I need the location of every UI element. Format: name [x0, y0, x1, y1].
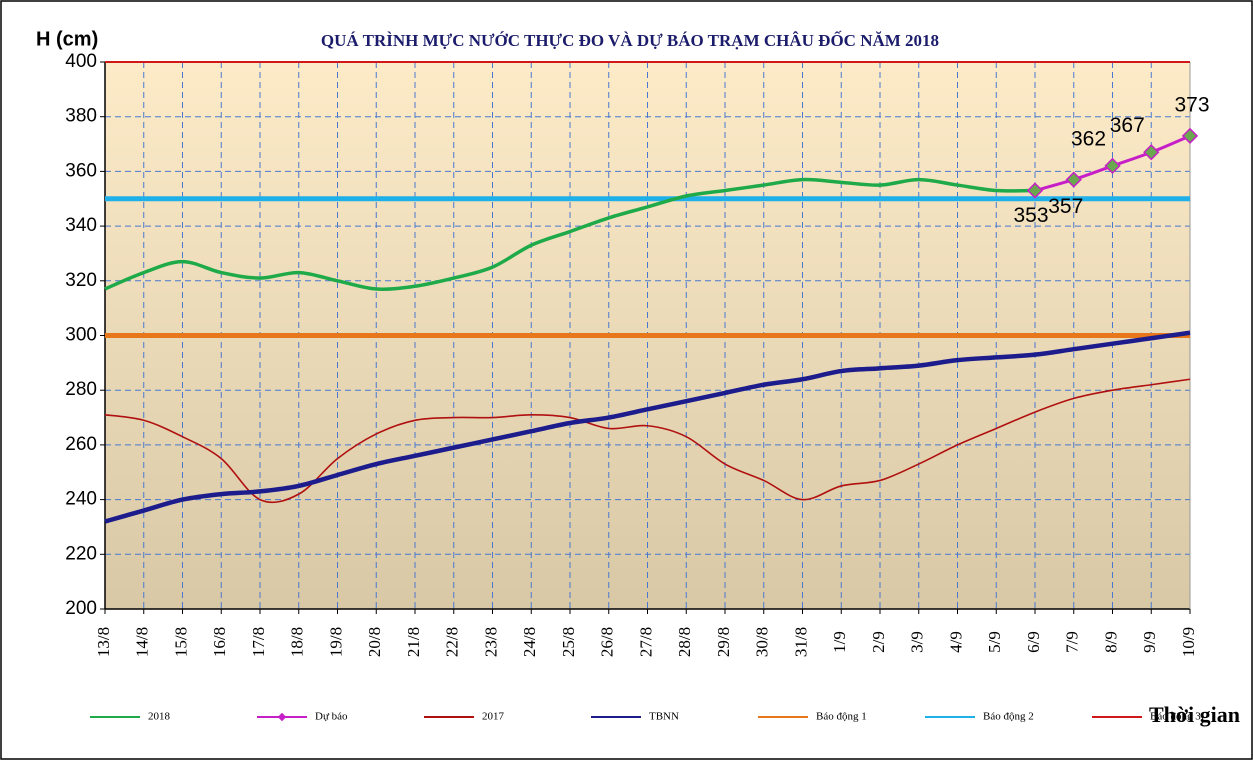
y-tick-label: 400 — [65, 51, 97, 72]
legend-label: Báo động 3 — [1150, 711, 1201, 723]
y-tick-label: 220 — [65, 543, 97, 564]
y-tick-label: 260 — [65, 434, 97, 455]
x-tick-label: 7/9 — [1063, 631, 1082, 653]
x-tick-label: 10/9 — [1179, 627, 1198, 657]
x-tick-label: 8/9 — [1101, 631, 1120, 653]
marker — [1143, 144, 1160, 161]
series-line — [104, 177, 1036, 291]
x-tick-label: 13/8 — [94, 627, 113, 657]
x-tick-label: 17/8 — [249, 627, 268, 657]
x-tick-label: 1/9 — [830, 631, 849, 653]
y-tick-label: 380 — [65, 106, 97, 127]
legend-label: Báo động 1 — [816, 711, 867, 723]
y-tick-label: 320 — [65, 270, 97, 291]
x-tick-label: 29/8 — [714, 627, 733, 657]
x-tick-label: 19/8 — [326, 627, 345, 657]
data-label: 357 — [1048, 195, 1083, 218]
x-tick-label: 20/8 — [365, 627, 384, 657]
x-tick-label: 6/9 — [1024, 631, 1043, 653]
legend-label: 2018 — [148, 711, 171, 723]
x-tick-label: 23/8 — [481, 627, 500, 657]
legend-marker — [277, 712, 287, 722]
marker — [1065, 171, 1082, 188]
data-label: 362 — [1071, 127, 1106, 150]
x-tick-label: 30/8 — [753, 627, 772, 657]
series-line — [104, 330, 1191, 524]
data-label: 367 — [1110, 114, 1145, 137]
x-tick-label: 22/8 — [443, 627, 462, 657]
x-tick-label: 5/9 — [985, 631, 1004, 653]
x-tick-label: 26/8 — [598, 627, 617, 657]
y-tick-label: 200 — [65, 598, 97, 619]
y-tick-label: 340 — [65, 215, 97, 236]
x-tick-label: 16/8 — [210, 627, 229, 657]
marker — [1181, 127, 1199, 144]
x-tick-label: 25/8 — [559, 627, 578, 657]
x-tick-label: 18/8 — [288, 627, 307, 657]
y-axis-label: H (cm) — [36, 28, 98, 50]
legend-label: Dự báo — [315, 711, 348, 723]
data-label: 373 — [1174, 93, 1209, 116]
legend-label: 2017 — [482, 711, 505, 723]
x-axis-label: Thời gian — [1149, 702, 1240, 727]
marker — [1026, 182, 1044, 199]
series-line — [104, 378, 1191, 504]
y-tick-label: 240 — [65, 489, 97, 510]
legend-label: TBNN — [649, 711, 679, 723]
marker — [1104, 157, 1121, 175]
x-tick-label: 21/8 — [404, 627, 423, 657]
y-tick-label: 360 — [65, 160, 97, 181]
x-tick-label: 2/9 — [869, 631, 888, 653]
x-tick-label: 27/8 — [636, 627, 655, 657]
x-tick-label: 14/8 — [133, 627, 152, 657]
y-tick-label: 280 — [65, 379, 97, 400]
legend-label: Báo động 2 — [983, 711, 1034, 723]
x-tick-label: 24/8 — [520, 627, 539, 657]
data-label: 353 — [1013, 204, 1048, 227]
y-tick-label: 300 — [65, 325, 97, 346]
x-tick-label: 31/8 — [791, 627, 810, 657]
x-tick-label: 4/9 — [946, 631, 965, 653]
x-tick-label: 3/9 — [908, 631, 927, 653]
chart-title: QUÁ TRÌNH MỰC NƯỚC THỰC ĐO VÀ DỰ BÁO TRẠ… — [321, 30, 939, 50]
x-tick-label: 9/9 — [1140, 631, 1159, 653]
x-tick-label: 15/8 — [171, 627, 190, 657]
x-tick-label: 28/8 — [675, 627, 694, 657]
